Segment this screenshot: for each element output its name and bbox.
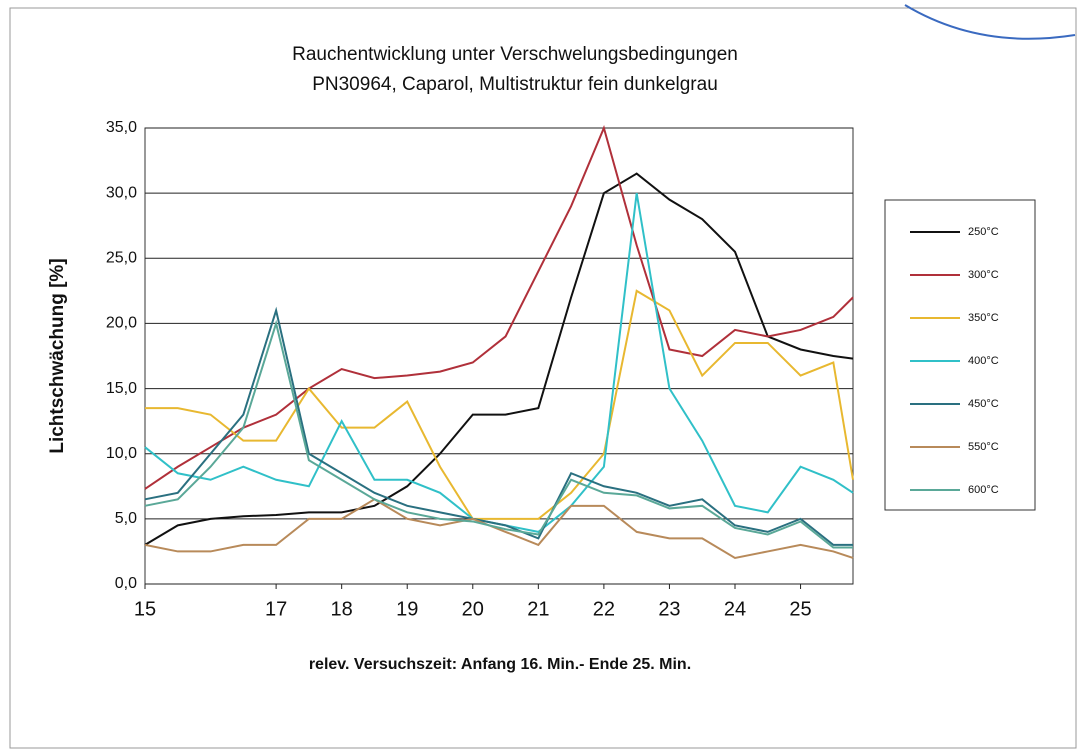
series-line [145,289,854,520]
series-line [144,319,853,549]
legend-label: 600°C [968,484,999,496]
x-tick-label: 23 [658,598,680,620]
y-tick-label: 15,0 [106,380,137,397]
chart-title: Rauchentwicklung unter Verschwelungsbedi… [292,44,738,65]
legend-label: 250°C [968,226,999,238]
x-tick-label: 18 [331,598,353,620]
series-line [144,124,854,490]
y-tick-label: 10,0 [106,445,137,462]
legend-label: 450°C [968,398,999,410]
y-tick-label: 30,0 [106,184,137,201]
series-line [144,172,854,546]
legend-box [884,199,1036,511]
x-tick-label: 19 [396,598,418,620]
legend-label: 550°C [968,441,999,453]
x-tick-label: 22 [593,598,615,620]
x-tick-label: 21 [527,598,549,620]
x-tick-label: 17 [265,598,287,620]
x-tick-label: 24 [724,598,746,620]
y-tick-label: 35,0 [106,119,137,136]
legend-label: 350°C [968,312,999,324]
chart-subtitle: PN30964, Caparol, Multistruktur fein dun… [312,74,718,95]
y-axis-label: Lichtschwächung [%] [47,258,68,453]
series-line [144,498,854,559]
legend-label: 400°C [968,355,999,367]
series-line [144,306,853,546]
y-tick-label: 5,0 [115,510,137,527]
x-axis-label: relev. Versuchszeit: Anfang 16. Min.- En… [309,656,691,673]
y-tick-label: 20,0 [106,315,137,332]
y-tick-label: 0,0 [115,575,137,592]
x-tick-label: 15 [134,598,156,620]
y-tick-label: 25,0 [106,250,137,267]
page-border [9,7,1077,749]
legend-label: 300°C [968,269,999,281]
x-tick-label: 25 [789,598,811,620]
stamp [904,4,1076,40]
x-tick-label: 20 [462,598,484,620]
